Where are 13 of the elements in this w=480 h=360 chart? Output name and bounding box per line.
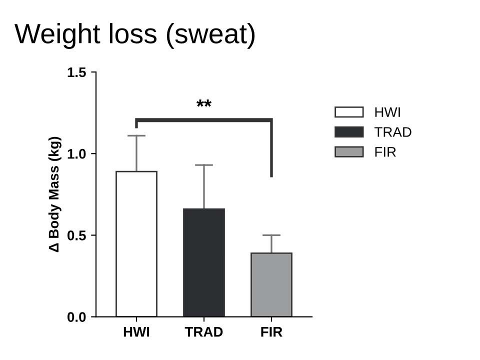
- y-tick-label: 0.5: [68, 230, 86, 240]
- x-tick-label: FIR: [261, 327, 282, 337]
- x-tick-label: TRAD: [184, 327, 223, 337]
- legend-label: FIR: [375, 147, 396, 157]
- annotation: **: [196, 99, 212, 107]
- y-tick-label: 0.0: [68, 312, 86, 322]
- y-axis-title: Δ Body Mass (kg): [48, 136, 62, 252]
- legend-label: TRAD: [374, 127, 412, 137]
- x-tick-label: HWI: [124, 327, 150, 337]
- y-tick-label: 1.5: [68, 67, 86, 78]
- legend-label: HWI: [375, 107, 400, 117]
- y-tick-label: 1.0: [68, 148, 86, 159]
- chart-title: Weight loss (sweat): [14, 23, 255, 49]
